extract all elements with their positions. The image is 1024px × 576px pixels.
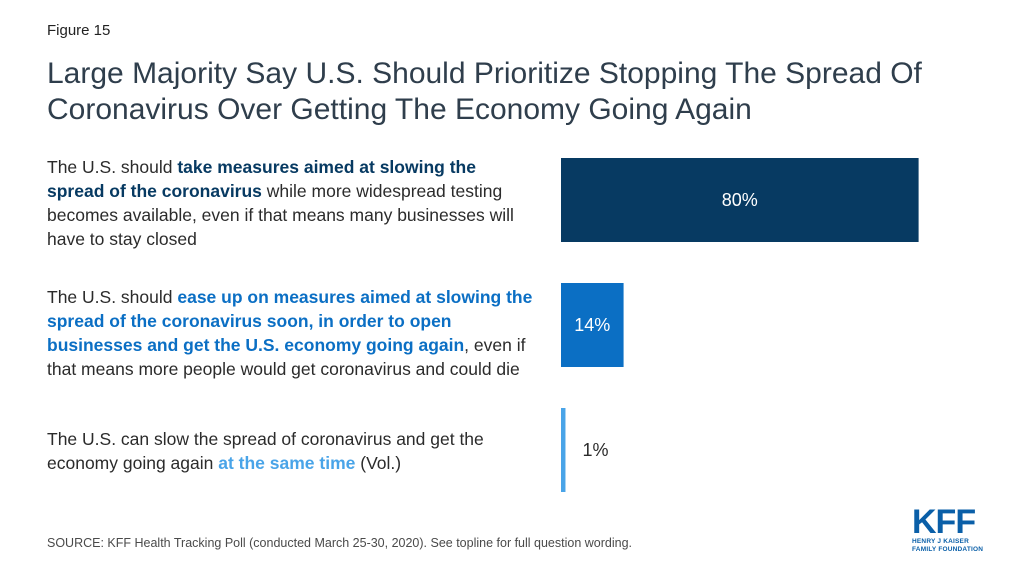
- logo-line-2: FAMILY FOUNDATION: [912, 545, 984, 553]
- label-pre: The U.S. can slow the spread of coronavi…: [47, 429, 484, 473]
- category-label-stop-spread: The U.S. should take measures aimed at s…: [47, 155, 517, 251]
- bar-2: [561, 408, 566, 492]
- bar-1: [561, 283, 624, 367]
- source-note: SOURCE: KFF Health Tracking Poll (conduc…: [47, 536, 633, 550]
- bar-value-label-0: 80%: [722, 190, 758, 210]
- label-pre: The U.S. should: [47, 157, 178, 177]
- bar-0: [561, 158, 919, 242]
- logo-mark: KFF: [912, 503, 976, 541]
- kff-logo: KFF HENRY J KAISER FAMILY FOUNDATION: [912, 503, 992, 553]
- label-post: (Vol.): [355, 453, 402, 473]
- category-label-ease-up: The U.S. should ease up on measures aime…: [47, 285, 537, 381]
- logo-line-1: HENRY J KAISER: [912, 538, 969, 545]
- label-highlight: take measures aimed at slowing the sprea…: [47, 157, 476, 201]
- bar-value-label-2: 1%: [582, 440, 608, 460]
- bar-value-label-1: 14%: [574, 315, 610, 335]
- label-post: , even if that means more people would g…: [47, 335, 526, 379]
- figure-label: Figure 15: [47, 22, 111, 39]
- category-label-same-time: The U.S. can slow the spread of coronavi…: [47, 427, 527, 475]
- chart-title: Large Majority Say U.S. Should Prioritiz…: [47, 57, 922, 126]
- label-pre: The U.S. should: [47, 287, 178, 307]
- label-post: while more widespread testing becomes av…: [47, 181, 514, 249]
- label-highlight: ease up on measures aimed at slowing the…: [47, 287, 533, 355]
- label-highlight: at the same time: [218, 453, 356, 473]
